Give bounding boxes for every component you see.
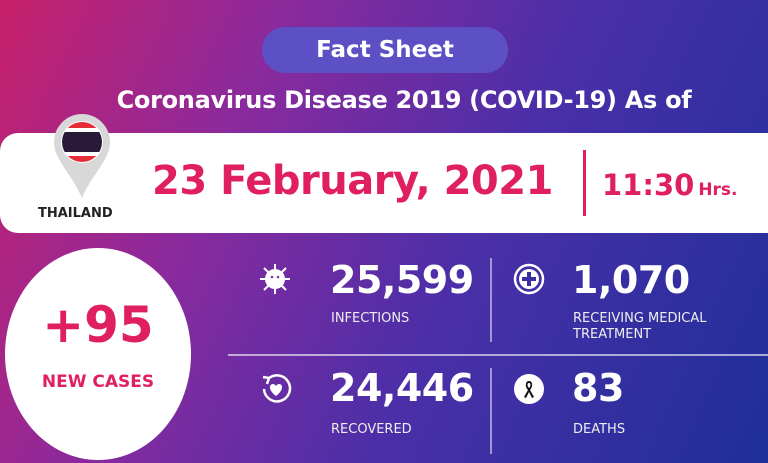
report-time: 11:30 Hrs. xyxy=(602,168,738,202)
divider-vertical-top xyxy=(490,258,492,342)
infections-label: INFECTIONS xyxy=(331,311,410,326)
medical-plus-icon xyxy=(513,263,545,295)
recovered-heart-icon xyxy=(262,374,292,403)
black-ribbon-icon xyxy=(514,374,544,404)
deaths-label: DEATHS xyxy=(573,422,626,437)
new-cases-value: +95 xyxy=(42,296,154,354)
thailand-flag-pin-icon xyxy=(54,114,110,198)
recovered-value: 24,446 xyxy=(330,366,474,410)
time-value: 11:30 xyxy=(602,168,695,202)
divider-horizontal xyxy=(228,354,768,356)
recovered-label: RECOVERED xyxy=(331,422,412,437)
date-band xyxy=(0,133,768,233)
infections-value: 25,599 xyxy=(330,258,474,302)
subtitle: Coronavirus Disease 2019 (COVID-19) As o… xyxy=(116,86,692,114)
fact-sheet-badge: Fact Sheet xyxy=(262,27,508,73)
new-cases-label: NEW CASES xyxy=(41,372,155,392)
treatment-value: 1,070 xyxy=(572,258,690,302)
new-cases-circle xyxy=(5,248,191,460)
country-label: THAILAND xyxy=(38,206,113,221)
treatment-label: RECEIVING MEDICAL TREATMENT xyxy=(573,311,707,342)
divider-vertical-bottom xyxy=(490,368,492,454)
deaths-value: 83 xyxy=(572,366,624,410)
report-date: 23 February, 2021 xyxy=(152,158,553,204)
virus-icon xyxy=(260,264,290,294)
time-unit: Hrs. xyxy=(698,180,738,200)
date-divider xyxy=(583,150,586,216)
